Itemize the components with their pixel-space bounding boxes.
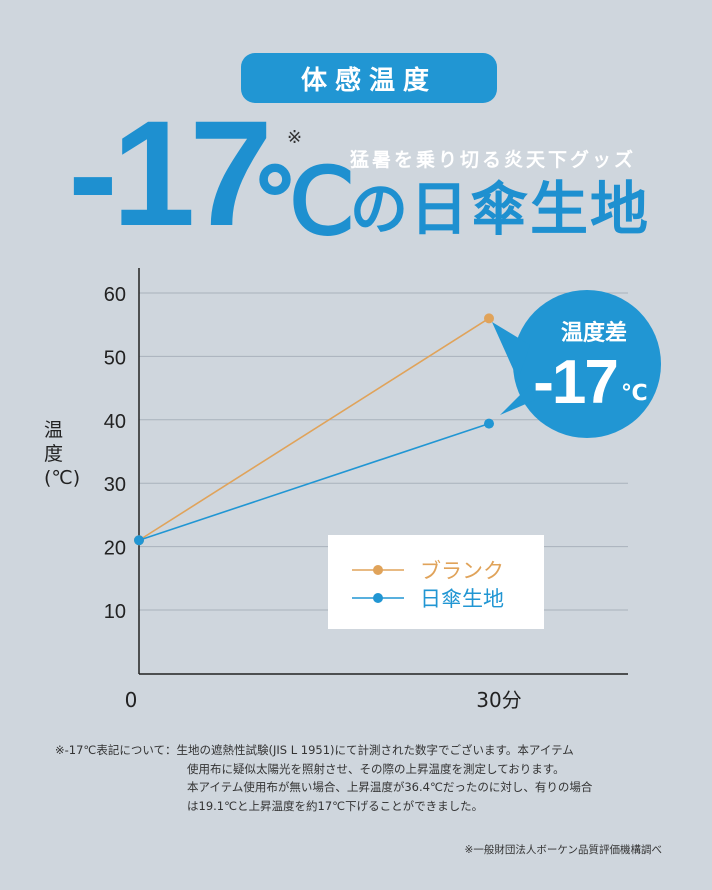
x-tick-label: 0 bbox=[125, 688, 138, 712]
data-point bbox=[134, 535, 144, 546]
headline-product: の日傘生地 bbox=[350, 175, 651, 243]
y-tick-label: 20 bbox=[104, 538, 126, 560]
footnote-line: 本アイテム使用布が無い場合、上昇温度が36.4℃だったのに対し、有りの場合 bbox=[187, 780, 593, 794]
callout-pointer-bottom bbox=[500, 385, 535, 415]
headline-unit: ℃ bbox=[252, 151, 356, 253]
legend-item-blank: ブランク bbox=[352, 559, 504, 583]
headline-subtitle: 猛暑を乗り切る炎天下グッズ bbox=[350, 149, 637, 171]
legend-swatch-dot bbox=[373, 593, 383, 603]
legend-box bbox=[328, 535, 544, 629]
chart-legend: ブランク 日傘生地 bbox=[328, 535, 544, 629]
footnote-line: は19.1℃と上昇温度を約17℃下げることができました。 bbox=[187, 798, 484, 813]
headline-number: -17 bbox=[68, 89, 273, 257]
callout-value: -17 bbox=[533, 348, 617, 417]
y-tick-label: 50 bbox=[104, 347, 126, 369]
footnote-lead: ※-17℃表記について： bbox=[55, 743, 177, 757]
data-point bbox=[484, 313, 494, 324]
footnote-line: 使用布に疑似太陽光を照射させ、その際の上昇温度を測定しております。 bbox=[187, 761, 565, 776]
callout-label: 温度差 bbox=[561, 320, 627, 346]
legend-item-parasol: 日傘生地 bbox=[352, 587, 504, 611]
source-note: ※一般財団法人ボーケン品質評価機構調べ bbox=[464, 844, 662, 856]
legend-swatch-dot bbox=[373, 565, 383, 575]
y-tick-label: 60 bbox=[104, 284, 126, 306]
footnote: ※-17℃表記について： 生地の遮熱性試験(JIS L 1951)にて計測された… bbox=[55, 741, 675, 815]
y-tick-label: 10 bbox=[104, 601, 126, 623]
y-axis-label: 温度(℃) bbox=[44, 419, 81, 489]
series-line bbox=[138, 317, 490, 541]
title-badge: 体感温度 bbox=[241, 53, 497, 103]
callout-pointer-top bbox=[492, 322, 530, 380]
callout-unit: ℃ bbox=[621, 381, 648, 406]
y-tick-labels: 10 20 30 40 50 60 bbox=[104, 284, 126, 623]
footnote-row: ※-17℃表記について： 生地の遮熱性試験(JIS L 1951)にて計測された… bbox=[55, 741, 675, 760]
x-tick-label: 30分 bbox=[476, 688, 521, 712]
temperature-diff-callout: 温度差 -17 ℃ bbox=[492, 290, 661, 438]
y-tick-label: 40 bbox=[104, 411, 126, 433]
legend-label: 日傘生地 bbox=[420, 587, 504, 611]
series-lines bbox=[134, 313, 494, 546]
series-line bbox=[138, 422, 490, 542]
chart-axes bbox=[138, 268, 628, 675]
callout-circle bbox=[513, 290, 661, 438]
y-tick-label: 30 bbox=[104, 474, 126, 496]
data-point bbox=[484, 418, 494, 429]
headline-asterisk: ※ bbox=[287, 127, 303, 148]
footnote-line: 生地の遮熱性試験(JIS L 1951)にて計測された数字でございます。本アイテ… bbox=[176, 743, 574, 757]
x-tick-labels: 0 30分 bbox=[125, 688, 522, 712]
legend-label: ブランク bbox=[420, 559, 504, 583]
